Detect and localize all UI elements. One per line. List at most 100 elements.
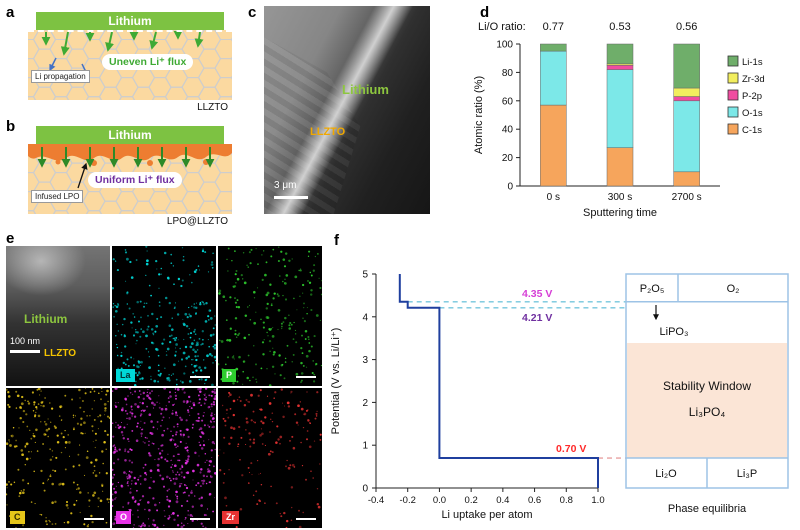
lithium-layer: Lithium <box>36 12 224 30</box>
eds-dot-field <box>112 246 216 386</box>
lithium-layer: Lithium <box>36 126 224 144</box>
svg-text:0: 0 <box>362 484 368 495</box>
li2o-label: Li₂O <box>655 468 677 480</box>
svg-text:Atomic ratio (%): Atomic ratio (%) <box>473 76 485 154</box>
infused-lpo-layer <box>28 144 232 161</box>
scalebar <box>190 376 210 378</box>
svg-text:300 s: 300 s <box>608 192 632 203</box>
svg-text:4.35 V: 4.35 V <box>522 288 552 300</box>
eds-map-label: Zr <box>222 511 239 524</box>
svg-text:1: 1 <box>362 441 368 452</box>
svg-text:4.21 V: 4.21 V <box>522 312 552 324</box>
figure: a Lithium <box>0 0 800 530</box>
eds-electron-image: Lithium 100 nm LLZTO <box>6 246 110 386</box>
svg-text:1.0: 1.0 <box>591 495 604 506</box>
svg-text:C-1s: C-1s <box>742 125 762 136</box>
infused-lpo-label: Infused LPO <box>31 190 83 203</box>
svg-text:Li uptake per atom: Li uptake per atom <box>441 509 532 521</box>
li3p-label: Li₃P <box>737 468 757 480</box>
scalebar <box>190 518 210 520</box>
substrate-label-llzto: LLZTO <box>197 102 228 113</box>
eds-map-p: P <box>218 246 322 386</box>
eds-map-zr: Zr <box>218 388 322 528</box>
svg-text:100: 100 <box>496 40 513 51</box>
svg-text:4: 4 <box>362 312 368 323</box>
svg-text:2: 2 <box>362 398 368 409</box>
panel-a-letter: a <box>6 4 14 21</box>
eds-map-grid: Lithium 100 nm LLZTO La P C O Zr <box>6 246 322 528</box>
panel-a: a Lithium <box>6 4 244 116</box>
lpo-llzto-region: Uniform Li⁺ flux Infused LPO <box>28 144 232 214</box>
svg-text:40: 40 <box>502 125 514 136</box>
svg-text:-0.4: -0.4 <box>368 495 384 506</box>
svg-text:60: 60 <box>502 96 514 107</box>
lithium-label: Lithium <box>24 312 67 326</box>
svg-text:-0.2: -0.2 <box>400 495 416 506</box>
svg-text:O-1s: O-1s <box>742 108 763 119</box>
infused-lpo-pointer-arrow <box>78 164 86 188</box>
lipo3-label: LiPO₃ <box>660 326 689 338</box>
uniform-flux-label: Uniform Li⁺ flux <box>88 172 182 188</box>
o2-label: O₂ <box>727 283 740 295</box>
sem-cross-section-image: Lithium LLZTO 3 μm <box>264 6 430 214</box>
eds-dot-field <box>112 388 216 528</box>
svg-text:0.53: 0.53 <box>609 21 630 33</box>
eds-map-la: La <box>112 246 216 386</box>
svg-text:Li/O ratio:: Li/O ratio: <box>478 21 526 33</box>
llzto-label: LLZTO <box>310 126 345 138</box>
panel-e: e Lithium 100 nm LLZTO La P C O Zr <box>6 232 324 530</box>
svg-text:0.56: 0.56 <box>676 21 697 33</box>
svg-text:0.8: 0.8 <box>560 495 573 506</box>
svg-text:0.6: 0.6 <box>528 495 541 506</box>
eds-map-o: O <box>112 388 216 528</box>
panel-d: d 0 20 40 60 80 100 0 s 0.77 300 s 0.53 2700 s 0.56… <box>470 4 800 228</box>
svg-text:0 s: 0 s <box>547 192 560 203</box>
substrate-label-lpo-llzto: LPO@LLZTO <box>167 216 228 227</box>
svg-text:0: 0 <box>507 182 513 193</box>
li3po4-label: Li₃PO₄ <box>689 405 726 419</box>
panel-d-letter: d <box>480 4 489 21</box>
panel-c-letter: c <box>248 4 256 21</box>
scalebar <box>296 518 316 520</box>
svg-text:P-2p: P-2p <box>742 91 762 102</box>
svg-text:3: 3 <box>362 355 368 366</box>
xps-stacked-bar-chart: 0 20 40 60 80 100 0 s 0.77 300 s 0.53 2700 s 0.56 Li… <box>470 14 800 226</box>
svg-text:Potential (V vs. Li/Li⁺): Potential (V vs. Li/Li⁺) <box>330 328 342 435</box>
svg-text:0.77: 0.77 <box>543 21 564 33</box>
interface-dashed-line <box>28 30 232 32</box>
uneven-flux-arrow-group <box>46 32 200 54</box>
panel-e-letter: e <box>6 230 14 247</box>
svg-text:0.4: 0.4 <box>496 495 509 506</box>
li-propagation-label: Li propagation <box>31 70 90 83</box>
llzto-region: Uneven Li⁺ flux Li propagation <box>28 30 232 100</box>
svg-text:5: 5 <box>362 270 368 281</box>
scalebar-text: 100 nm <box>10 336 40 346</box>
svg-text:0.70 V: 0.70 V <box>556 443 586 455</box>
eds-dot-field <box>218 246 322 386</box>
panel-b: b Lithium <box>6 118 244 230</box>
llzto-label: LLZTO <box>44 348 76 359</box>
stability-window-region <box>627 343 787 458</box>
scalebar <box>296 376 316 378</box>
scalebar <box>274 196 308 199</box>
llzto-schematic: Lithium <box>28 8 232 112</box>
lpo-llzto-schematic: Lithium <box>28 122 232 226</box>
eds-map-c: C <box>6 388 110 528</box>
scalebar <box>84 518 104 520</box>
eds-map-label: O <box>116 511 131 524</box>
lithium-label: Lithium <box>342 82 389 97</box>
svg-text:20: 20 <box>502 153 514 164</box>
phase-equilibria-diagram: P₂O₅ O₂ LiPO₃ Stability Window Li₃PO₄ Li… <box>626 274 788 515</box>
panel-f: f -0.4 -0.2 0.0 0.2 0.4 0.6 0.8 1.0 0 1 2 3 4 5 Li upt… <box>326 230 800 530</box>
svg-text:0.2: 0.2 <box>465 495 478 506</box>
lithium-label: Lithium <box>108 128 151 142</box>
stability-window-label: Stability Window <box>663 379 751 393</box>
svg-text:2700 s: 2700 s <box>672 192 702 203</box>
eds-dot-field <box>6 388 110 528</box>
uneven-flux-label: Uneven Li⁺ flux <box>102 54 193 70</box>
svg-text:Zr-3d: Zr-3d <box>742 74 765 85</box>
svg-text:Sputtering time: Sputtering time <box>583 207 657 219</box>
panel-c: c Lithium LLZTO 3 μm <box>248 4 432 218</box>
panel-b-letter: b <box>6 118 15 135</box>
p2o5-label: P₂O₅ <box>640 283 665 295</box>
